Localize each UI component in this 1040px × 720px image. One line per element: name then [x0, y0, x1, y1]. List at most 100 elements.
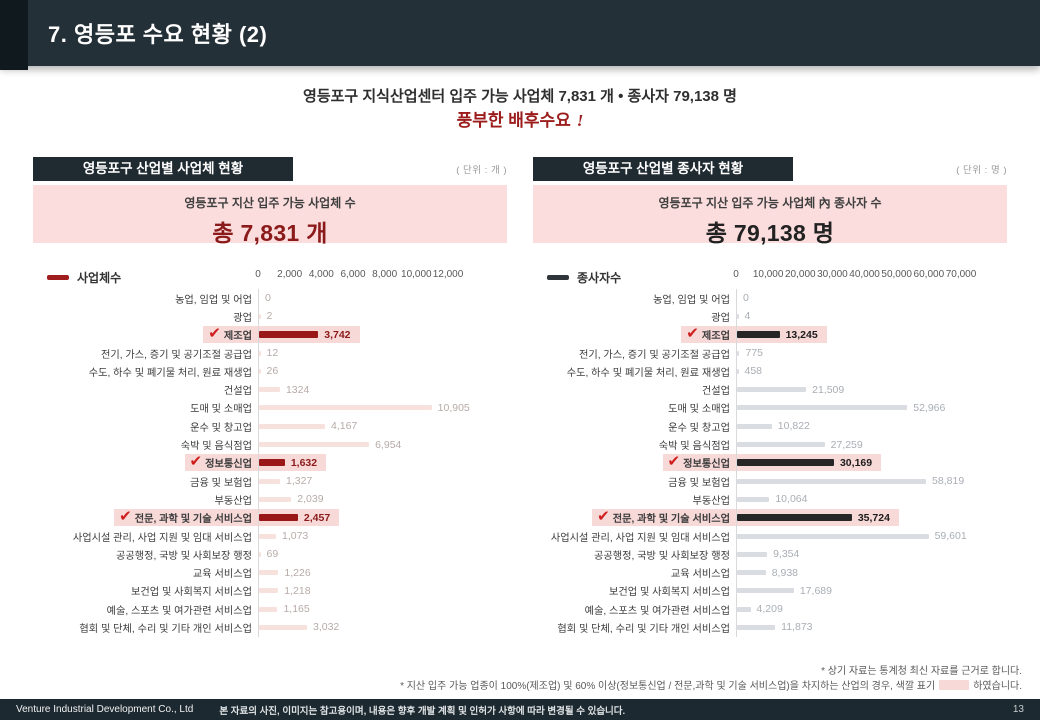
chart-row: 예술, 스포츠 및 여가관련 서비스업 4,209 [533, 600, 1007, 619]
panel-workers-unit: ( 단위 : 명 ) [956, 165, 1007, 176]
panel-businesses-title: 영등포구 산업별 사업체 현황 [33, 157, 293, 181]
chart-row: 공공행정, 국방 및 사회보장 행정 69 [33, 545, 507, 564]
panel-businesses-total: 총 7,831 개 [212, 220, 328, 246]
category-label: 숙박 및 음식점업 [658, 441, 730, 453]
businesses-legend-label: 사업체수 [77, 271, 122, 285]
chart-panels: 영등포구 산업별 사업체 현황 ( 단위 : 개 ) 영등포구 지산 입주 가능… [0, 157, 1040, 637]
bar [737, 387, 807, 393]
category-label: 교육 서비스업 [670, 569, 730, 581]
chart-row: 예술, 스포츠 및 여가관련 서비스업 1,165 [33, 600, 507, 619]
axis-tick-label: 12,000 [432, 269, 464, 280]
panel-workers: 영등포구 산업별 종사자 현황 ( 단위 : 명 ) 영등포구 지산 입주 가능… [533, 157, 1007, 637]
footer-disclaimer: 본 자료의 사진, 이미지는 참고용이며, 내용은 향후 개발 계획 및 인허가… [219, 705, 626, 717]
chart-row: 수도, 하수 및 폐기물 처리, 원료 재생업 458 [533, 362, 1007, 381]
bar [259, 331, 319, 339]
axis-tick-label: 2,000 [277, 269, 303, 280]
bar [259, 533, 276, 539]
bar [737, 368, 739, 374]
bar [259, 350, 261, 356]
panel-workers-total-box: 영등포구 지산 입주 가능 사업체 內 종사자 수 총 79,138 명 [533, 185, 1007, 246]
panel-workers-total: 총 79,138 명 [705, 220, 835, 246]
bar-value-label: 35,724 [857, 511, 890, 524]
category-label: 보건업 및 사회복지 서비스업 [609, 587, 730, 599]
businesses-legend-swatch [47, 275, 69, 280]
panel-businesses-total-box: 영등포구 지산 입주 가능 사업체 수 총 7,831 개 [33, 185, 507, 246]
bar [259, 496, 292, 502]
bar [737, 588, 794, 594]
bar [737, 570, 766, 576]
bar [259, 368, 261, 374]
bar [259, 514, 298, 522]
bar [259, 459, 285, 467]
bar [737, 405, 908, 411]
bar [737, 423, 772, 429]
bar [259, 313, 261, 319]
bar-value-label: 12 [266, 347, 279, 360]
chart-row: 건설업 21,509 [533, 380, 1007, 399]
category-label: 정보통신업 [683, 459, 730, 471]
bar-value-label: 458 [744, 365, 763, 378]
chart-row: 부동산업 10,064 [533, 490, 1007, 509]
category-label: 사업시설 관리, 사업 지원 및 임대 서비스업 [550, 532, 730, 544]
bar-value-label: 10,064 [775, 493, 808, 506]
bar-value-label: 4,209 [756, 603, 783, 616]
businesses-chart-header: 사업체수 0 2,000 4,000 6,000 8,000 10,000 12,000 [33, 269, 507, 285]
bar-value-label: 1,226 [284, 566, 311, 579]
category-label: 제조업 [223, 331, 252, 343]
chart-row: ✔ 제조업 13,245 [533, 325, 1007, 344]
category-label: 농업, 임업 및 어업 [175, 294, 252, 306]
bar-value-label: 1,327 [286, 475, 313, 488]
chart-row: ✔ 전문, 과학 및 기술 서비스업 35,724 [533, 508, 1007, 527]
chart-row: 공공행정, 국방 및 사회보장 행정 9,354 [533, 545, 1007, 564]
chart-row: 전기, 가스, 증기 및 공기조절 공급업 12 [33, 343, 507, 363]
bar-value-label: 13,245 [785, 328, 818, 341]
category-label: 전문, 과학 및 기술 서비스업 [612, 514, 730, 526]
category-label: 수도, 하수 및 폐기물 처리, 원료 재생업 [566, 367, 730, 379]
category-label: 농업, 임업 및 어업 [653, 294, 730, 306]
axis-tick-label: 4,000 [308, 269, 334, 280]
category-label: 금융 및 보험업 [190, 477, 252, 489]
panel-businesses-box-title: 영등포구 지산 입주 가능 사업체 수 [184, 196, 356, 210]
intro-block: 영등포구 지식산업센터 입주 가능 사업체 7,831 개 • 종사자 79,1… [0, 86, 1040, 134]
bar [737, 514, 852, 522]
bar [259, 405, 432, 411]
bar-value-label: 4 [744, 310, 751, 323]
chart-row: 도매 및 소매업 52,966 [533, 398, 1007, 418]
category-label: 금융 및 보험업 [668, 477, 730, 489]
workers-legend-swatch [547, 275, 569, 280]
category-label: 예술, 스포츠 및 여가관련 서비스업 [584, 605, 730, 617]
bar-value-label: 2,457 [303, 511, 331, 524]
axis-tick-label: 0 [733, 269, 739, 280]
panel-businesses-unit: ( 단위 : 개 ) [456, 165, 507, 176]
company-name: Venture Industrial Development Co., Ltd [16, 704, 194, 715]
bar-value-label: 10,905 [437, 401, 470, 414]
footnotes: * 상기 자료는 통계청 최신 자료를 근거로 합니다. * 지산 입주 가능 … [400, 664, 1022, 694]
category-label: 교육 서비스업 [192, 569, 252, 581]
chart-row: 교육 서비스업 8,938 [533, 563, 1007, 582]
bar-value-label: 10,822 [777, 420, 810, 433]
bar [737, 313, 739, 319]
panel-businesses: 영등포구 산업별 사업체 현황 ( 단위 : 개 ) 영등포구 지산 입주 가능… [33, 157, 507, 637]
intro-emphasis: 풍부한 배후수요! [0, 108, 1040, 134]
chart-row: 보건업 및 사회복지 서비스업 17,689 [533, 581, 1007, 601]
bar-value-label: 3,742 [324, 328, 351, 341]
chart-row: 수도, 하수 및 폐기물 처리, 원료 재생업 26 [33, 362, 507, 381]
header-edge-accent [0, 0, 28, 70]
axis-tick-label: 10,000 [401, 269, 432, 280]
bar [737, 496, 770, 502]
bar-value-label: 21,509 [812, 383, 845, 396]
chart-row: 사업시설 관리, 사업 지원 및 임대 서비스업 1,073 [33, 526, 507, 546]
highlight-color-swatch [939, 680, 970, 690]
businesses-chart-rows: 농업, 임업 및 어업 0 광업 2 ✔ 제조업 3,742 전기, 가스, 증기 및 공기조… [33, 289, 507, 637]
category-label: 전문, 과학 및 기술 서비스업 [134, 514, 252, 526]
chart-row: 광업 2 [33, 307, 507, 326]
axis-tick-label: 60,000 [913, 269, 945, 280]
bar-value-label: 2 [266, 310, 273, 323]
bar-value-label: 1324 [285, 383, 310, 396]
slide-header: 7. 영등포 수요 현황 (2) [0, 0, 1040, 70]
axis-tick-label: 20,000 [784, 269, 816, 280]
bar-value-label: 30,169 [839, 456, 873, 469]
bar [737, 459, 834, 467]
bar-value-label: 11,873 [781, 621, 813, 634]
bar [737, 624, 776, 630]
